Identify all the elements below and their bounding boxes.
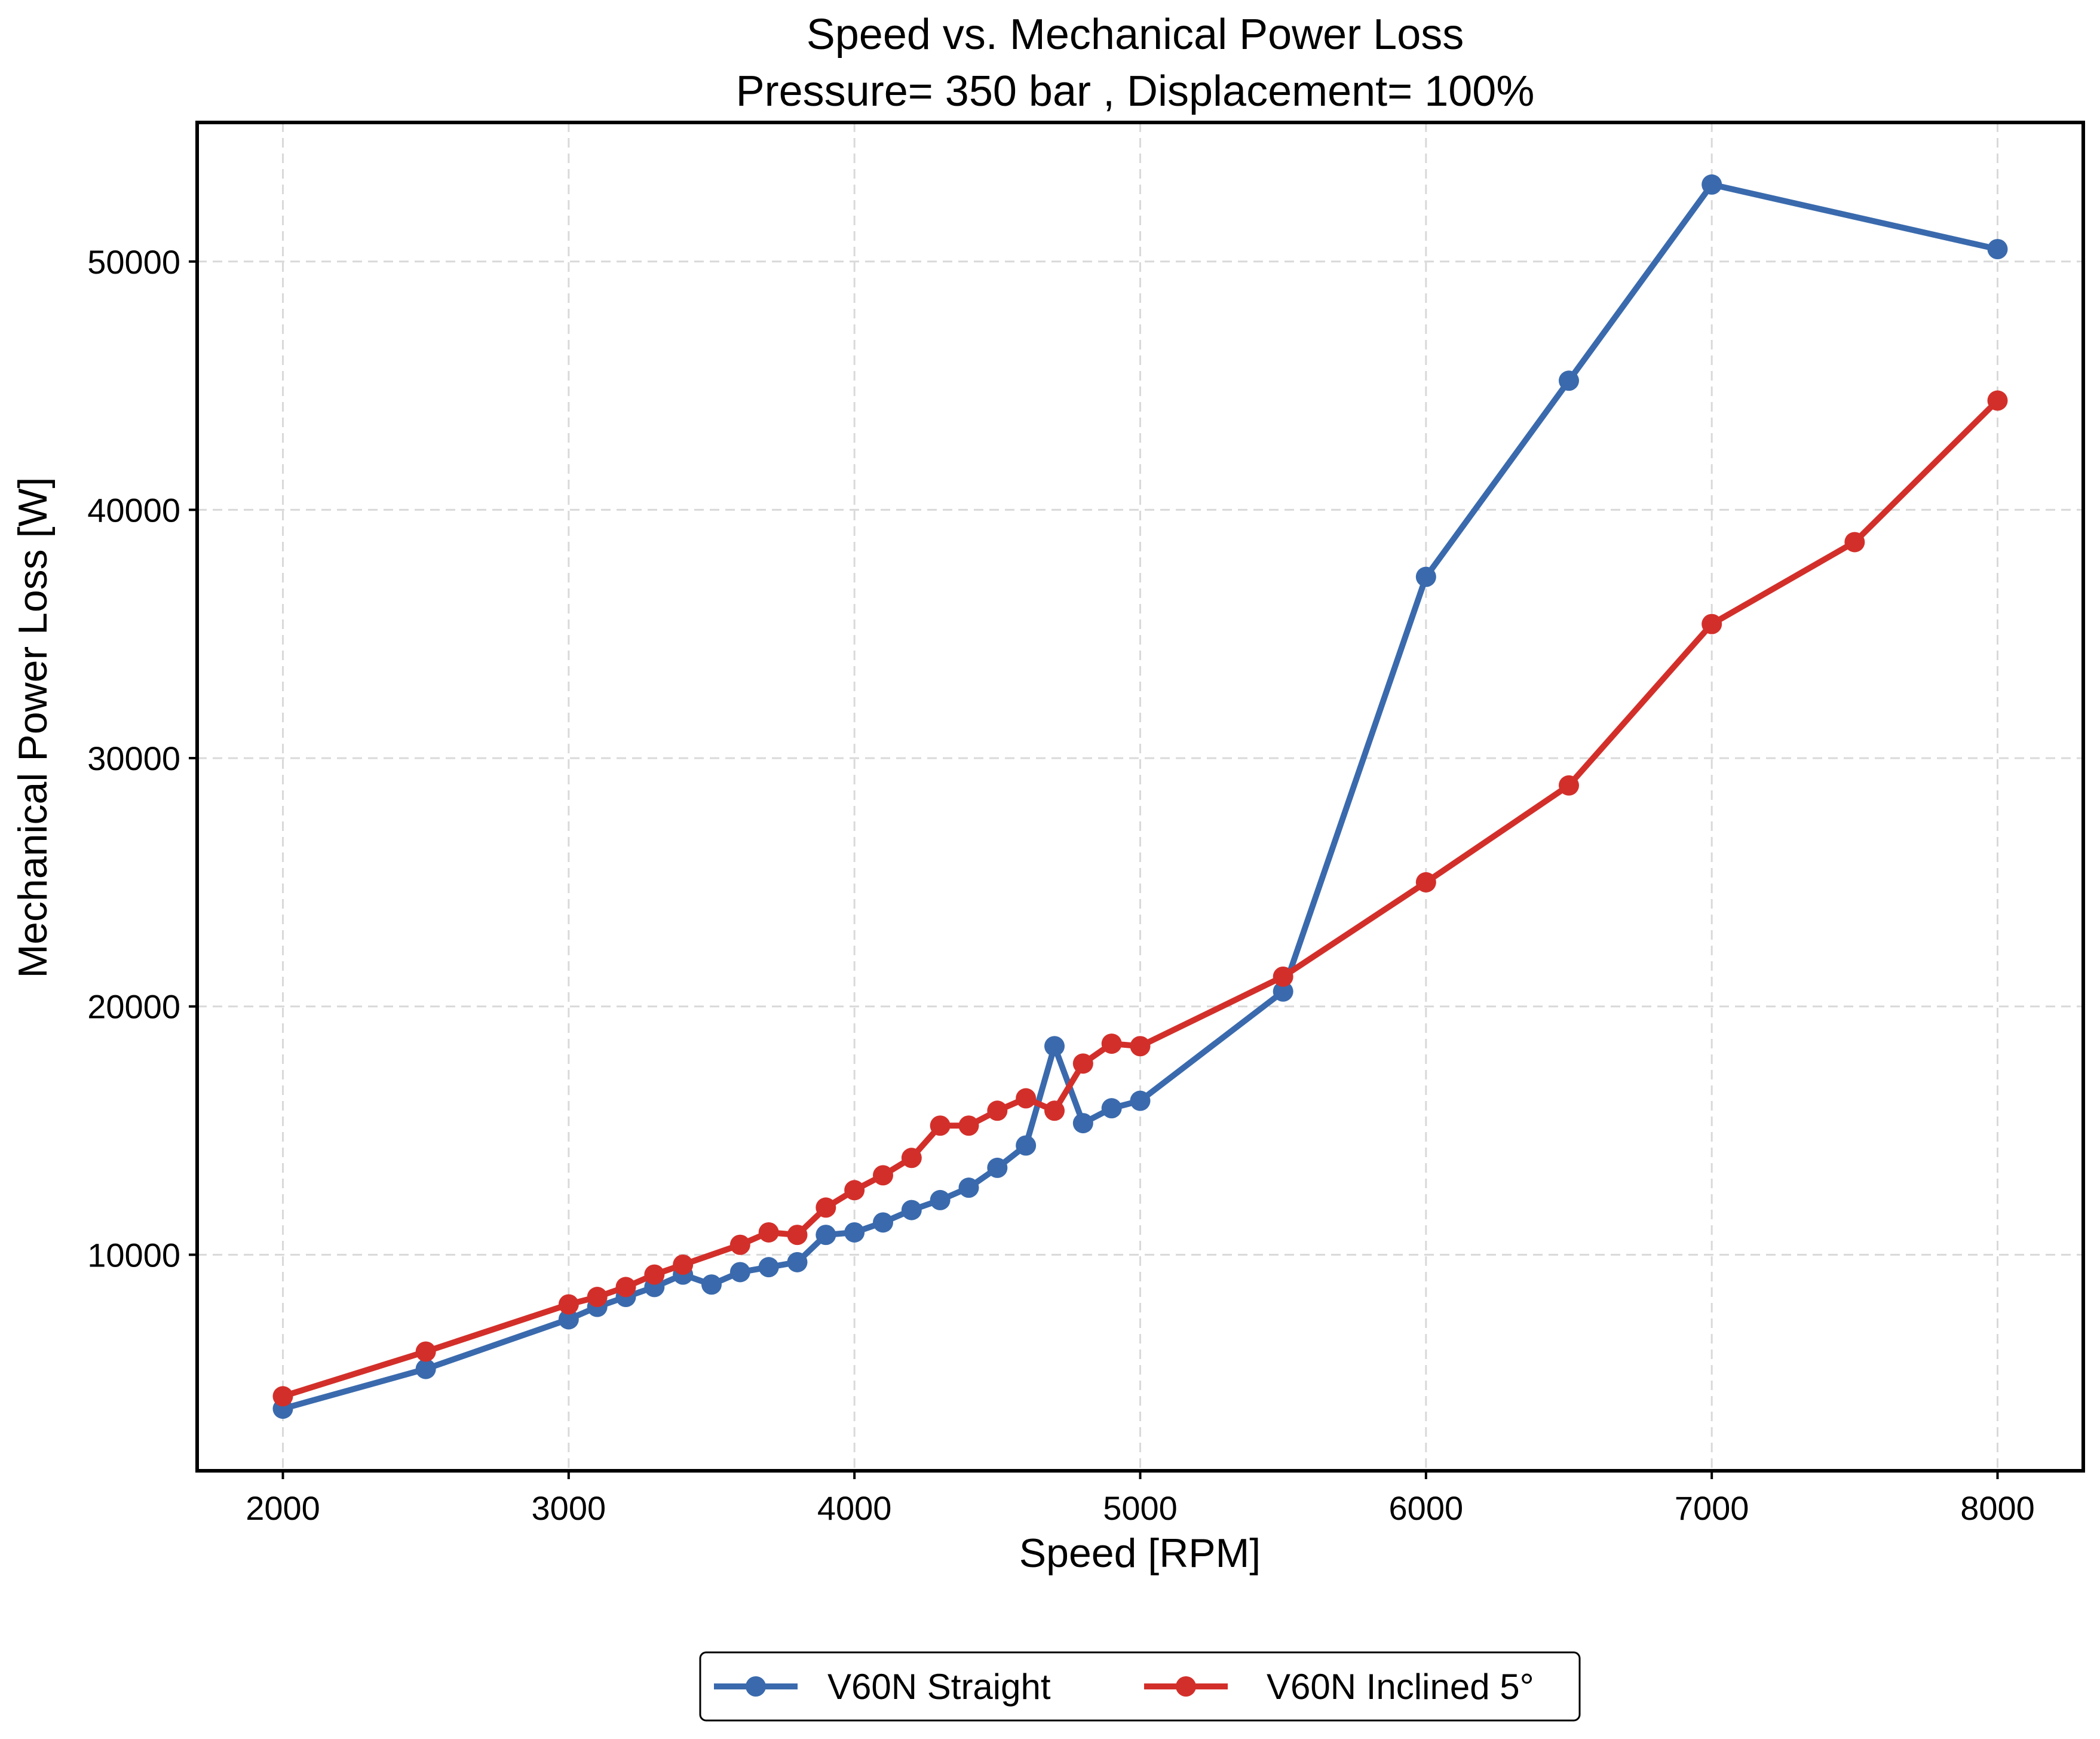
x-tick-label: 8000 [1960,1489,2035,1527]
data-point-straight [873,1212,893,1233]
legend-marker-inclined [1176,1676,1196,1697]
data-point-inclined [1016,1088,1037,1109]
data-point-straight [701,1274,722,1295]
data-point-straight [844,1222,865,1243]
data-point-straight [1559,370,1579,391]
data-point-inclined [1559,775,1579,796]
data-point-straight [1987,238,2008,259]
data-point-inclined [272,1386,293,1407]
data-point-inclined [1415,872,1436,892]
data-point-inclined [987,1100,1008,1121]
chart-subtitle: Pressure= 350 bar , Displacement= 100% [736,68,1535,115]
data-point-straight [901,1200,922,1220]
x-tick-label: 6000 [1389,1489,1464,1527]
data-point-straight [558,1309,579,1330]
legend-marker-straight [746,1676,766,1697]
data-point-inclined [673,1255,694,1275]
x-axis-ticks: 2000 3000 4000 5000 6000 7000 8000 [246,1471,2035,1527]
legend-label-inclined: V60N Inclined 5° [1267,1667,1534,1707]
data-point-straight [930,1189,951,1210]
y-axis-ticks: 10000 20000 30000 40000 50000 [87,243,197,1274]
data-point-inclined [1044,1100,1065,1121]
x-axis-label: Speed [RPM] [1019,1531,1261,1576]
data-point-inclined [1273,966,1293,987]
legend-box [699,1651,1581,1722]
data-point-straight [1016,1135,1037,1156]
chart-title: Speed vs. Mechanical Power Loss [807,11,1464,59]
x-tick-label: 7000 [1675,1489,1749,1527]
data-point-straight [1072,1113,1093,1134]
y-tick-label: 30000 [87,740,180,777]
data-point-straight [816,1225,836,1246]
series-line-inclined [280,397,2001,1400]
y-tick-label: 40000 [87,491,180,529]
data-point-inclined [615,1277,636,1298]
data-point-inclined [873,1165,893,1186]
data-point-inclined [1702,614,1722,634]
data-point-straight [987,1157,1008,1178]
data-point-inclined [1101,1033,1122,1054]
y-axis-label: Mechanical Power Loss [W] [10,477,56,979]
data-point-inclined [930,1115,951,1136]
data-point-inclined [558,1294,579,1315]
data-point-straight [758,1257,779,1278]
data-point-inclined [758,1222,779,1243]
data-point-inclined [1987,390,2008,411]
data-point-straight [787,1252,808,1272]
plot-series [272,174,2008,1419]
data-point-inclined [587,1287,608,1308]
data-point-inclined [1072,1053,1093,1074]
y-tick-label: 50000 [87,243,180,281]
data-point-inclined [1844,532,1865,553]
data-point-straight [1702,174,1722,195]
data-point-inclined [816,1197,836,1218]
legend: V60N Straight V60N Inclined 5° [699,1651,1581,1722]
data-point-inclined [958,1115,979,1136]
legend-label-straight: V60N Straight [827,1667,1051,1707]
x-tick-label: 4000 [817,1489,892,1527]
data-point-inclined [729,1234,750,1255]
data-point-straight [1273,981,1293,1002]
data-point-straight [1044,1036,1065,1057]
data-point-inclined [415,1341,436,1362]
series-straight [272,174,2008,1419]
x-tick-label: 2000 [246,1489,320,1527]
x-tick-label: 5000 [1103,1489,1178,1527]
data-point-inclined [787,1225,808,1246]
series-inclined [272,390,2008,1407]
data-point-straight [1415,566,1436,587]
data-point-inclined [901,1148,922,1168]
data-point-straight [729,1262,750,1283]
x-tick-label: 3000 [532,1489,606,1527]
data-point-straight [415,1358,436,1379]
data-point-straight [958,1177,979,1198]
grid-lines [197,122,2083,1471]
data-point-inclined [844,1180,865,1201]
data-point-straight [1130,1090,1151,1111]
data-point-inclined [1130,1036,1151,1057]
data-point-straight [1101,1098,1122,1119]
series-line-straight [280,181,2001,1412]
y-tick-label: 20000 [87,988,180,1026]
data-point-inclined [644,1264,665,1285]
y-tick-label: 10000 [87,1236,180,1274]
